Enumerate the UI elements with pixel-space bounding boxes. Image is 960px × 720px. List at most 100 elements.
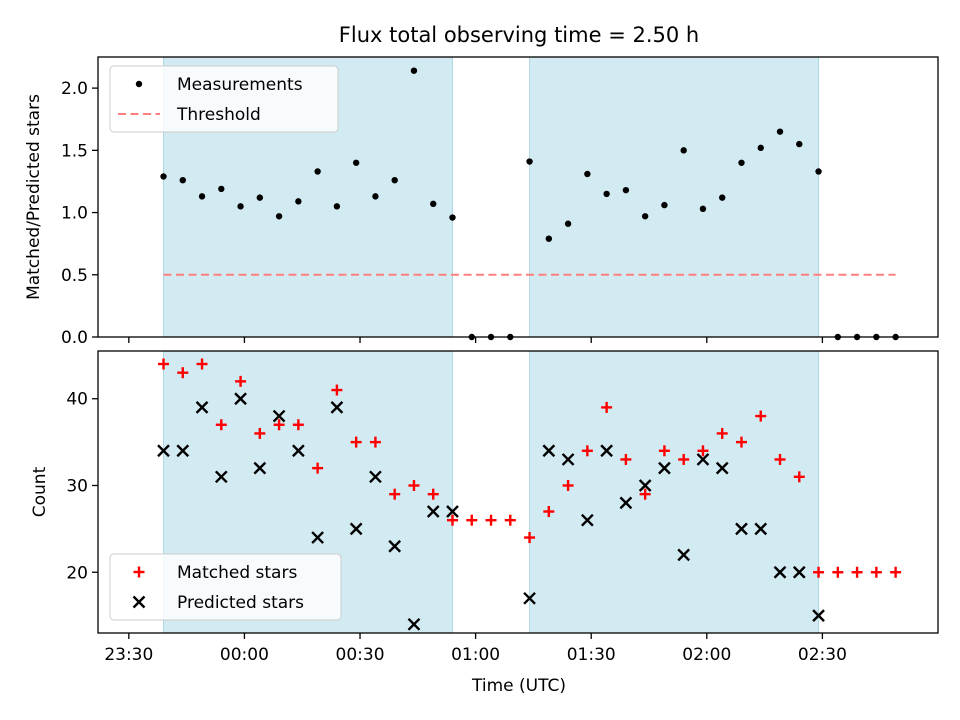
bottom-y-axis-label: Count	[30, 466, 50, 517]
measurement-point	[295, 198, 302, 205]
predicted-star-marker	[619, 496, 633, 510]
bottom-legend: Matched stars Predicted stars	[109, 553, 342, 621]
measurement-point	[661, 201, 668, 209]
predicted-star-stroke-b	[812, 609, 825, 622]
predicted-star-stroke-b	[253, 461, 267, 475]
top-panel: 0.0 0.5 1.0 1.5 2.0 Measurements Threshold	[61, 56, 939, 348]
predicted-star-stroke-b	[195, 401, 209, 414]
predicted-star-marker	[214, 470, 228, 484]
bottom-y-tick-label: 30	[66, 476, 88, 496]
matched-star-marker	[678, 453, 690, 465]
measurement-point	[391, 177, 398, 184]
predicted-star-stroke-b	[581, 513, 594, 527]
x-tick-label: 01:30	[567, 645, 616, 665]
measurement-point	[545, 235, 553, 242]
chart-title: Flux total observing time = 2.50 h	[339, 23, 699, 47]
measurement-point	[584, 170, 591, 178]
predicted-star-stroke-b	[369, 470, 382, 484]
predicted-star-marker	[272, 409, 286, 423]
matched-star-marker	[697, 445, 709, 457]
matched-star-marker	[446, 514, 458, 526]
legend-label: Measurements	[177, 75, 303, 95]
x-tick-label: 02:30	[798, 645, 847, 665]
predicted-star-marker	[195, 401, 209, 414]
predicted-star-marker	[388, 539, 402, 553]
measurement-point	[622, 186, 630, 194]
matched-star-marker	[331, 384, 343, 396]
predicted-star-stroke-b	[696, 453, 710, 466]
predicted-star-marker	[792, 565, 806, 579]
bottom-y-tick-label: 40	[66, 390, 88, 410]
x-tick-label: 02:00	[682, 645, 731, 665]
predicted-star-marker	[812, 609, 825, 622]
predicted-star-stroke-b	[330, 401, 344, 414]
matched-star-marker	[524, 532, 536, 544]
predicted-star-stroke-b	[214, 470, 228, 484]
matched-star-marker	[735, 436, 747, 448]
measurement-point	[699, 205, 707, 213]
predicted-star-stroke-b	[792, 565, 806, 579]
matched-star-marker	[601, 401, 613, 413]
predicted-star-marker	[581, 513, 594, 527]
x-tick-label: 23:30	[104, 645, 153, 665]
matched-star-marker	[350, 436, 362, 448]
matched-star-marker	[235, 375, 247, 387]
matched-star-marker	[215, 419, 227, 431]
measurement-point	[160, 173, 167, 180]
measurement-point	[314, 168, 321, 175]
measurement-point	[526, 158, 533, 165]
matched-star-marker	[851, 566, 863, 578]
predicted-star-marker	[638, 479, 652, 492]
predicted-star-stroke-b	[234, 392, 247, 406]
measurement-point	[603, 190, 610, 198]
bottom-shaded-interval	[529, 350, 820, 634]
predicted-star-marker	[407, 617, 421, 631]
matched-star-marker	[755, 410, 767, 422]
measurement-point	[796, 140, 803, 148]
predicted-star-stroke-b	[715, 461, 729, 475]
measurement-point	[256, 194, 264, 201]
measurement-point	[680, 147, 687, 154]
predicted-star-marker	[773, 565, 787, 579]
matched-star-marker	[832, 566, 844, 578]
predicted-star-stroke-b	[157, 444, 170, 458]
matched-star-marker	[158, 358, 170, 370]
top-legend: Measurements Threshold	[109, 65, 339, 133]
predicted-star-marker	[234, 392, 247, 406]
predicted-star-marker	[754, 522, 768, 536]
predicted-star-stroke-b	[407, 617, 421, 631]
predicted-star-stroke-b	[523, 591, 536, 605]
measurement-point	[815, 168, 822, 175]
measurement-point	[757, 144, 764, 152]
top-shaded-interval	[529, 56, 820, 338]
legend-label: Matched stars	[177, 563, 297, 583]
x-axis-label: Time (UTC)	[471, 676, 566, 696]
measurement-point	[738, 159, 745, 166]
measurement-point	[719, 194, 726, 201]
predicted-star-marker	[349, 522, 363, 536]
predicted-star-stroke-b	[349, 522, 363, 536]
matched-star-marker	[890, 566, 902, 578]
top-legend-box	[109, 65, 339, 133]
measurement-point	[641, 213, 649, 220]
predicted-star-marker	[523, 591, 536, 605]
measurement-point	[179, 177, 186, 184]
predicted-star-marker	[369, 470, 382, 484]
measurement-point	[430, 200, 437, 208]
matched-star-marker	[870, 566, 882, 578]
bottom-axes-frame	[97, 350, 939, 634]
measurement-point	[352, 159, 360, 166]
predicted-star-stroke-b	[754, 522, 768, 536]
matched-star-marker	[774, 453, 786, 465]
predicted-star-marker	[561, 453, 575, 466]
measurement-point	[410, 67, 418, 74]
matched-star-marker	[581, 445, 593, 457]
measurement-point	[218, 185, 225, 193]
predicted-star-stroke-b	[638, 479, 652, 492]
measurement-point	[776, 128, 784, 135]
predicted-star-stroke-b	[619, 496, 633, 510]
predicted-star-stroke-b	[292, 444, 305, 458]
predicted-star-marker	[157, 444, 170, 458]
predicted-star-stroke-b	[561, 453, 575, 466]
predicted-star-stroke-b	[600, 444, 613, 458]
